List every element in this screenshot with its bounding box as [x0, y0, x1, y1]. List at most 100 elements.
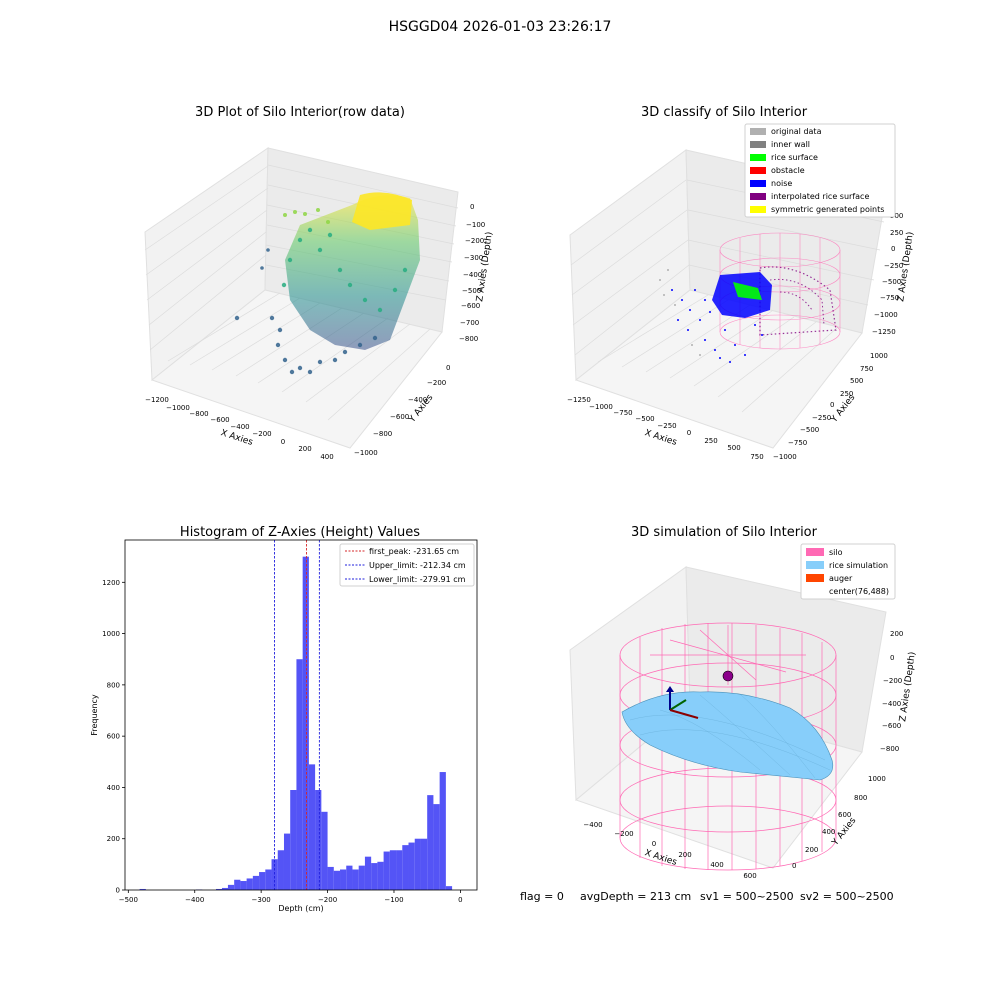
hist-legend: first_peak: -231.65 cm Upper_limit: -212… [339, 543, 475, 587]
raw-y-tick: −800 [373, 430, 392, 438]
legend-label: auger [829, 574, 853, 583]
histogram-bar [252, 875, 260, 890]
raw-x-label: X Axies [219, 428, 254, 448]
classify-x-label: X Axies [643, 428, 678, 448]
histogram-bar [340, 869, 347, 890]
classify-x-tick: −750 [613, 409, 632, 417]
panel-classify: 3D classify of Silo Interior [567, 105, 916, 461]
sim-x-tick: −400 [583, 821, 602, 829]
legend-label: noise [771, 179, 792, 188]
raw-y-tick: −600 [390, 413, 409, 421]
sim-y-tick: 200 [805, 846, 818, 854]
hist-y-tick-label: 1000 [102, 630, 120, 638]
sv2-text: sv2 = 500~2500 [800, 890, 894, 903]
legend-swatch-symmetric [750, 206, 766, 213]
histogram-bar [352, 869, 359, 890]
histogram-bar [215, 888, 223, 890]
legend-swatch-rice [806, 561, 824, 569]
histogram-bar [259, 872, 266, 890]
legend-label: obstacle [771, 166, 805, 175]
histogram-reference-lines [274, 540, 320, 890]
raw-y-tick: 0 [446, 364, 450, 372]
legend-label: symmetric generated points [771, 205, 884, 214]
sim-y-tick: 1000 [868, 775, 886, 783]
histogram-bar [315, 790, 322, 890]
panel-raw-data: 3D Plot of Silo Interior(row data) [144, 105, 495, 461]
classify-y-tick: 1000 [870, 352, 888, 360]
classify-x-tick: 500 [727, 444, 740, 452]
classify-legend: original data inner wall rice surface ob… [744, 123, 896, 218]
histogram-bar [358, 865, 365, 890]
classify-x-ticks: −1250 −1000 −750 −500 −250 0 250 500 750 [567, 396, 764, 461]
classify-x-tick: 0 [687, 429, 691, 437]
sim-x-tick: 400 [710, 861, 723, 869]
raw-y-tick: −1000 [354, 449, 378, 457]
hist-y-tick-label: 400 [107, 784, 120, 792]
classify-y-tick: 750 [860, 365, 873, 373]
legend-label: original data [771, 127, 822, 136]
classify-y-tick: 500 [850, 377, 863, 385]
raw-z-tick: −100 [466, 221, 485, 229]
panel-raw-title: 3D Plot of Silo Interior(row data) [195, 105, 405, 120]
legend-label: rice simulation [829, 561, 888, 570]
legend-label: interpolated rice surface [771, 192, 869, 201]
sim-axes-arrows [666, 686, 699, 719]
classify-z-tick: −1250 [872, 328, 896, 336]
hist-y-tick-label: 800 [107, 681, 120, 689]
legend-swatch-inner-wall [750, 141, 766, 148]
histogram-bar [234, 879, 241, 890]
histogram-bar [327, 866, 334, 890]
sim-z-tick: −400 [882, 700, 901, 708]
legend-label: inner wall [771, 140, 810, 149]
sim-y-tick: 800 [854, 794, 867, 802]
hist-y-tick-label: 600 [107, 733, 120, 741]
hist-y-label: Frequency [90, 694, 99, 736]
raw-z-tick: −300 [464, 254, 483, 262]
flag-text: flag = 0 [520, 890, 564, 903]
hist-x-label: Depth (cm) [278, 904, 323, 913]
sim-z-label: Z Axies (Depth) [898, 651, 918, 722]
raw-x-tick: 0 [281, 438, 285, 446]
legend-swatch-auger [806, 574, 824, 582]
legend-label: Lower_limit: -279.91 cm [369, 575, 466, 584]
sim-x-ticks: −400 −200 0 200 400 600 [583, 821, 756, 880]
noise-points [659, 269, 772, 363]
raw-z-ticks: 0 −100 −200 −300 −400 −500 −600 −700 −80… [459, 203, 485, 343]
raw-z-tick: −400 [463, 271, 482, 279]
histogram-bar [321, 811, 328, 890]
histogram-bar [296, 659, 303, 890]
classify-x-tick: −250 [657, 422, 676, 430]
histogram-bar [420, 838, 428, 890]
legend-swatch-interp [750, 193, 766, 200]
classify-y-tick: 250 [840, 390, 853, 398]
raw-x-tick: −800 [189, 410, 208, 418]
hist-title: Histogram of Z-Axies (Height) Values [180, 525, 420, 540]
classify-y-tick: 0 [830, 401, 834, 409]
classify-x-tick: 250 [704, 437, 717, 445]
legend-swatch-obstacle [750, 167, 766, 174]
histogram-bar [439, 772, 446, 890]
classify-z-tick: −250 [884, 262, 903, 270]
hist-x-tick-label: −200 [318, 896, 337, 904]
sim-z-tick: 200 [890, 630, 903, 638]
panel-classify-title: 3D classify of Silo Interior [641, 105, 808, 120]
classify-x-tick: 750 [750, 453, 763, 461]
histogram-bar [283, 833, 291, 890]
classify-x-tick: −500 [635, 415, 654, 423]
sim-x-tick: 600 [743, 872, 756, 880]
avg-depth-text: avgDepth = 213 cm [580, 890, 691, 903]
histogram-bar [277, 850, 284, 890]
hist-x-tick-label: −300 [252, 896, 271, 904]
classify-z-tick: −750 [880, 294, 899, 302]
legend-swatch-rice-surface [750, 154, 766, 161]
histogram-bar [227, 884, 235, 890]
histogram-bar [308, 764, 316, 890]
sim-y-tick: 0 [792, 862, 796, 870]
legend-swatch-silo [806, 548, 824, 556]
histogram-bar [389, 850, 397, 890]
hist-y-tick-label: 200 [107, 835, 120, 843]
histogram-bar [402, 845, 409, 890]
classify-y-tick: −500 [800, 426, 819, 434]
raw-z-tick: −600 [461, 302, 480, 310]
legend-label: silo [829, 548, 843, 557]
